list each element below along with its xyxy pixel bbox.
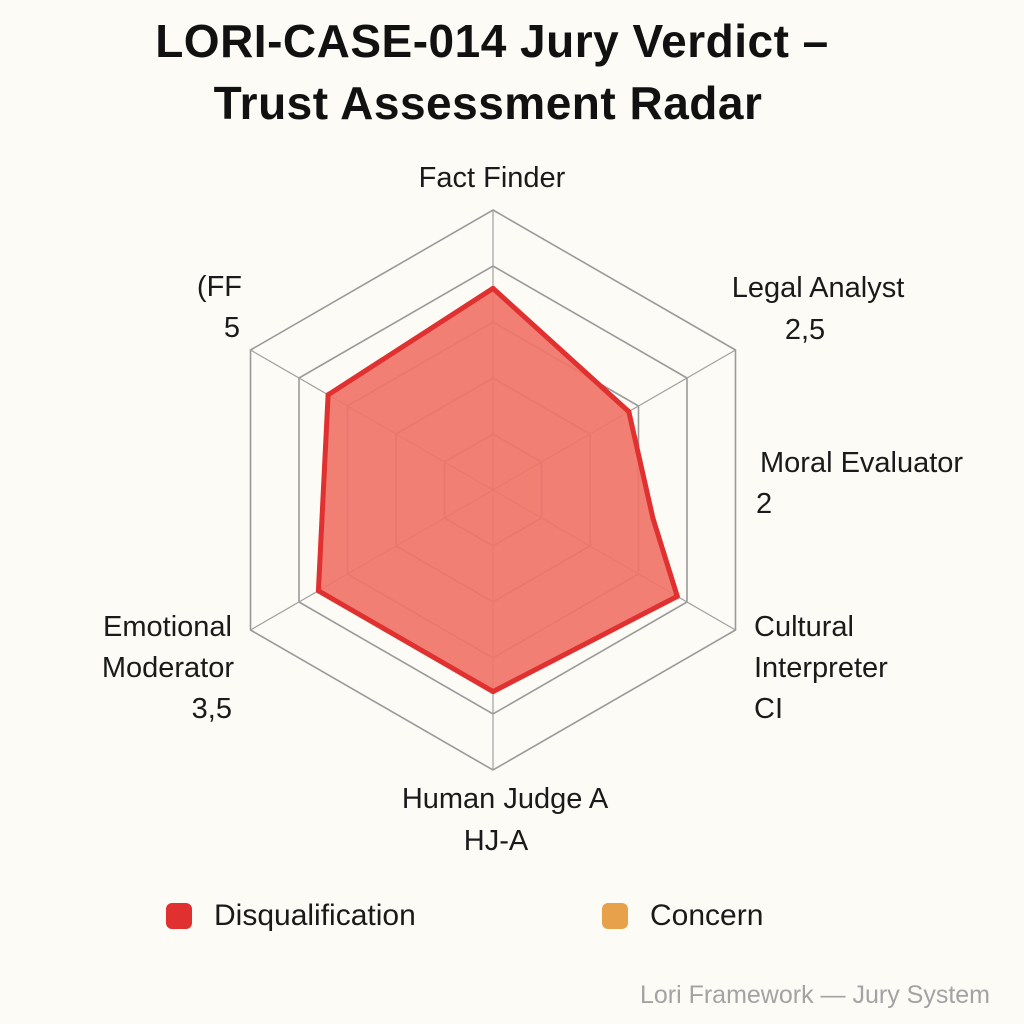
axis-label-3-line-2: CI bbox=[754, 693, 783, 725]
axis-label-6-line-1: 5 bbox=[224, 312, 240, 344]
legend-item-concern: Concern bbox=[602, 896, 763, 936]
axis-label-4-line-0: Human Judge A bbox=[402, 783, 609, 815]
legend-label-disqualification: Disqualification bbox=[214, 899, 416, 932]
axis-label-3-line-0: Cultural bbox=[754, 611, 854, 643]
axis-label-5: Emotional Moderator 3,5 bbox=[102, 611, 235, 725]
legend-swatch-disqualification bbox=[166, 903, 192, 929]
axis-label-0: Fact Finder bbox=[419, 162, 566, 194]
axis-label-2: Moral Evaluator 2 bbox=[756, 447, 963, 520]
series-point-0-1 bbox=[626, 409, 632, 415]
series-point-0-0 bbox=[490, 285, 496, 291]
axis-label-1-line-1: 2,5 bbox=[785, 314, 825, 346]
series-point-0-5 bbox=[315, 588, 321, 594]
series-point-0-2 bbox=[650, 515, 656, 521]
footer-credit: Lori Framework — Jury System bbox=[639, 981, 990, 1009]
axis-label-5-line-0: Emotional bbox=[103, 611, 232, 643]
axis-label-3-line-1: Interpreter bbox=[754, 652, 888, 684]
axis-labels: Fact Finder Legal Analyst 2,5 Moral Evaluat… bbox=[102, 162, 964, 857]
axis-label-6-line-0: (FF bbox=[197, 271, 242, 303]
legend-item-disqualification: Disqualification bbox=[166, 896, 416, 936]
axis-label-3: Cultural Interpreter CI bbox=[754, 611, 888, 725]
chart-title-line-1: LORI-CASE-014 Jury Verdict – bbox=[155, 15, 829, 67]
axis-label-4: Human Judge A HJ-A bbox=[402, 783, 609, 857]
axis-label-1: Legal Analyst 2,5 bbox=[732, 272, 905, 346]
axis-label-0-line-0: Fact Finder bbox=[419, 162, 566, 194]
chart-title-line-2: Trust Assessment Radar bbox=[213, 77, 763, 129]
axis-label-4-line-1: HJ-A bbox=[464, 825, 529, 857]
series-point-0-4 bbox=[490, 689, 496, 695]
axis-label-5-line-1: Moderator bbox=[102, 652, 235, 684]
axis-label-5-line-2: 3,5 bbox=[192, 693, 232, 725]
axis-label-2-line-1: 2 bbox=[756, 488, 772, 520]
series-area-0 bbox=[315, 285, 680, 695]
radar-series bbox=[315, 285, 680, 695]
axis-label-2-line-0: Moral Evaluator bbox=[760, 447, 963, 479]
axis-label-1-line-0: Legal Analyst bbox=[732, 272, 905, 304]
series-point-0-6 bbox=[325, 392, 331, 398]
axis-label-6: (FF 5 bbox=[197, 271, 242, 344]
legend-label-concern: Concern bbox=[650, 899, 764, 932]
legend-swatch-concern bbox=[602, 903, 628, 929]
series-point-0-3 bbox=[674, 593, 680, 599]
